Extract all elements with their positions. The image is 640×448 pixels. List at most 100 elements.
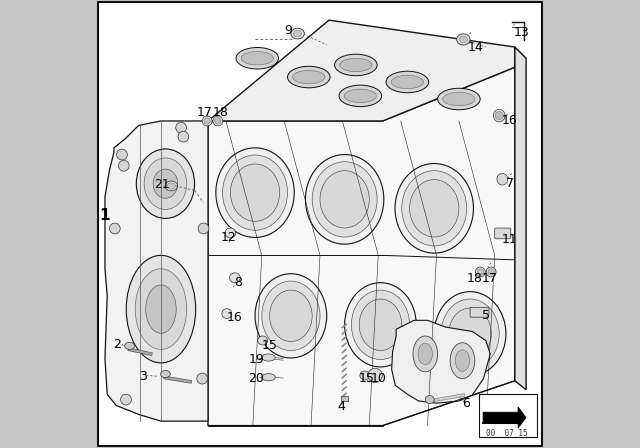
Ellipse shape [438,88,480,110]
Text: 16: 16 [502,114,518,128]
Ellipse shape [460,36,467,43]
Ellipse shape [165,181,177,191]
Ellipse shape [223,155,287,230]
Ellipse shape [216,148,294,237]
Circle shape [178,131,189,142]
Ellipse shape [287,66,330,88]
Circle shape [109,223,120,234]
FancyBboxPatch shape [470,307,489,317]
Ellipse shape [339,85,381,107]
Circle shape [488,269,494,275]
Ellipse shape [360,371,370,380]
Bar [479,394,537,437]
Ellipse shape [241,52,273,65]
Text: 1: 1 [100,207,110,223]
Ellipse shape [493,109,505,122]
Ellipse shape [344,89,376,103]
Text: 21: 21 [154,178,170,191]
Text: 15: 15 [262,339,278,353]
Bar [340,396,348,401]
Ellipse shape [395,164,474,253]
Text: 16: 16 [227,310,243,324]
Text: 6: 6 [461,396,470,410]
Ellipse shape [359,299,402,350]
Circle shape [204,118,210,124]
Text: 14: 14 [468,40,484,54]
Text: 15: 15 [359,372,375,385]
Polygon shape [208,20,515,121]
FancyBboxPatch shape [495,228,511,239]
Ellipse shape [262,281,320,350]
Ellipse shape [230,164,280,221]
Circle shape [477,269,484,275]
Ellipse shape [292,70,325,84]
Ellipse shape [418,343,433,365]
Ellipse shape [455,350,470,371]
Ellipse shape [320,171,369,228]
Text: 2: 2 [113,338,122,352]
Circle shape [197,373,207,384]
Text: 10: 10 [371,372,386,385]
Ellipse shape [391,75,424,89]
Ellipse shape [425,396,435,404]
Text: 00  07 15: 00 07 15 [486,429,528,438]
Polygon shape [105,121,208,421]
Ellipse shape [126,255,196,363]
Ellipse shape [450,343,475,379]
Ellipse shape [136,149,195,219]
Ellipse shape [125,342,134,349]
Text: 13: 13 [514,26,529,39]
Polygon shape [392,320,490,403]
Ellipse shape [255,274,327,358]
Ellipse shape [294,30,301,37]
Ellipse shape [153,169,178,198]
Ellipse shape [441,299,499,368]
Circle shape [121,394,131,405]
Text: 8: 8 [234,276,243,289]
Ellipse shape [410,180,459,237]
Ellipse shape [291,28,305,39]
Circle shape [215,118,221,124]
Circle shape [495,112,503,120]
Text: 7: 7 [506,177,514,190]
Polygon shape [483,407,526,428]
Circle shape [176,122,186,133]
Ellipse shape [144,158,187,210]
Ellipse shape [497,173,508,185]
Ellipse shape [312,162,377,237]
Ellipse shape [146,285,176,333]
Ellipse shape [335,54,377,76]
Ellipse shape [269,290,312,342]
Ellipse shape [225,228,236,238]
Polygon shape [208,67,515,426]
Ellipse shape [258,336,268,345]
Ellipse shape [435,292,506,376]
Text: 19: 19 [248,353,264,366]
Ellipse shape [135,269,187,349]
Text: 20: 20 [248,372,264,385]
Ellipse shape [236,47,278,69]
Ellipse shape [486,267,496,277]
Ellipse shape [262,354,275,361]
Text: 5: 5 [482,309,490,323]
Circle shape [116,149,127,160]
Ellipse shape [230,273,240,283]
Ellipse shape [305,155,384,244]
Ellipse shape [476,267,485,277]
Ellipse shape [456,34,470,45]
Ellipse shape [386,71,429,93]
Circle shape [198,223,209,234]
Ellipse shape [344,283,417,367]
Text: 9: 9 [284,24,292,37]
Text: 12: 12 [220,231,236,244]
Ellipse shape [222,309,232,319]
Ellipse shape [402,171,467,246]
Ellipse shape [262,374,275,381]
Ellipse shape [213,116,223,126]
Text: 17: 17 [481,272,497,285]
Circle shape [118,160,129,171]
Polygon shape [515,47,526,390]
Text: 17: 17 [196,106,212,120]
Ellipse shape [443,92,475,106]
Ellipse shape [413,336,438,372]
